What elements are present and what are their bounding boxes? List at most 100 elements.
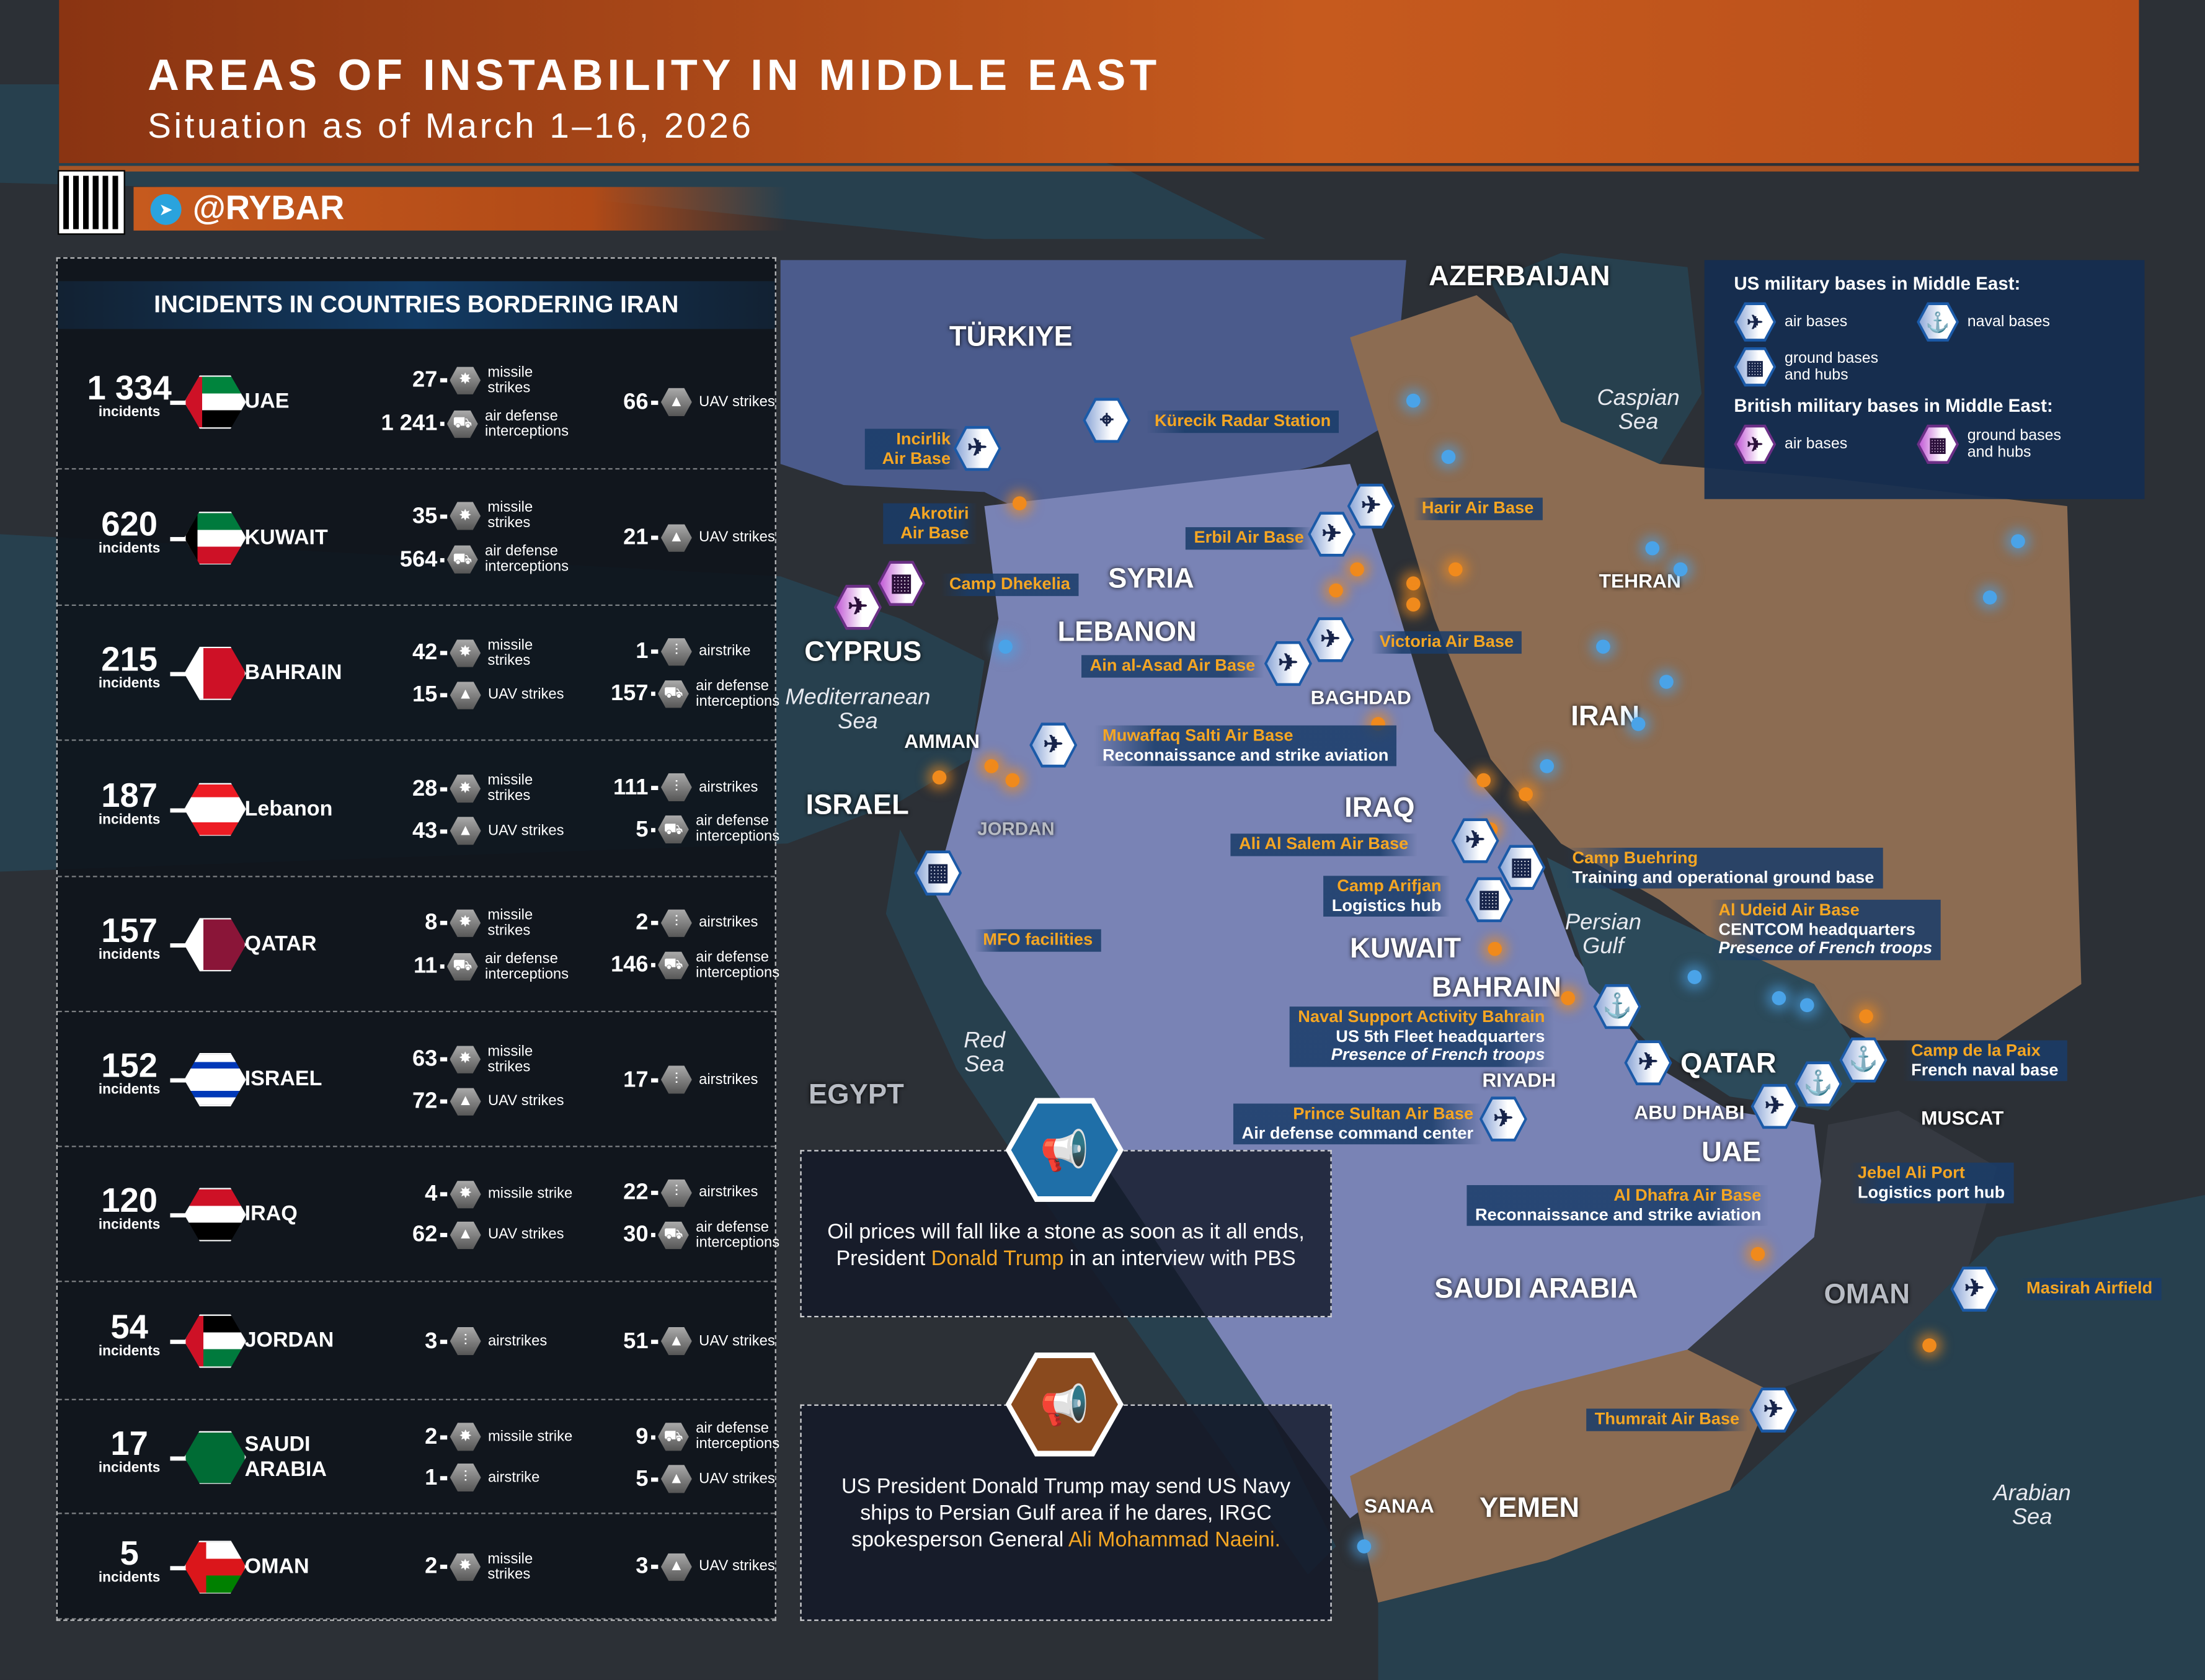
connector [170,672,187,677]
quote-highlight: Donald Trump [931,1247,1064,1271]
stat-label: UAV strikes [699,393,775,410]
stat-label: UAV strikes [487,822,564,839]
building-icon: ▦ [1734,347,1777,387]
plane-icon[interactable]: ✈ [1306,617,1354,662]
quote-text: in an interview with PBS [1063,1247,1296,1271]
connector [651,827,655,832]
missile-icon: ✸ [450,1423,481,1451]
plane-icon[interactable]: ✈ [1451,818,1499,863]
strike-marker [1448,562,1463,577]
stat-value: 1 [636,639,649,664]
strike-marker [1982,590,1997,605]
country-name: UAE [244,389,290,414]
stat-value: 2 [425,1555,438,1579]
base-name: Al Dhafra Air Base [1613,1184,1762,1205]
flag-icon [184,375,246,429]
stat-label: UAV strikes [487,1092,564,1109]
stat-label: missile strike [487,1428,573,1445]
stat-value: 27 [412,368,438,393]
stat-value: 66 [623,390,649,414]
connector [440,920,447,925]
stat-label: UAV strikes [699,1470,775,1487]
connector [440,651,447,656]
connector [440,1565,447,1569]
stat-item: 42 ✸ missile strikes [378,637,575,669]
connector [651,962,655,967]
country-name: ISRAEL [244,1067,322,1091]
incidents-label: incidents [98,1344,161,1360]
strike-marker [1659,675,1674,689]
city-label: TEHRAN [1599,569,1681,592]
stat-value: 43 [412,819,438,843]
plane-icon[interactable]: ✈ [1264,641,1312,687]
stat-value: 146 [610,953,649,977]
stat-value: 5 [636,1467,649,1491]
country-name: KUWAIT [244,525,328,549]
connector [651,1233,655,1237]
base-label: Naval Support Activity Bahrain US 5th Fle… [1289,1007,1554,1067]
stats-left: 42 ✸ missile strikes 15 ▲ UAV strikes [378,606,575,741]
strike-marker [1357,1539,1372,1553]
base-label: Akrotiri Air Base [883,503,978,544]
strike-marker [1441,450,1456,464]
stat-label: air defense interceptions [485,543,569,576]
strike-marker [1406,597,1421,612]
base-detail: Logistics port hub [1857,1181,2005,1202]
base-name: Camp Buehring [1572,847,1698,868]
stats-left: 4 ✸ missile strike 62 ▲ UAV strikes [378,1147,575,1282]
country-label: BAHRAIN [1431,972,1561,1004]
incident-count: 187 incidents [74,779,184,827]
base-label: Masirah Airfield [2018,1278,2161,1300]
incident-count: 54 incidents [74,1311,184,1360]
air-defense-icon: ⛟ [446,545,478,574]
anchor-icon[interactable]: ⚓ [1593,984,1641,1029]
incident-total: 157 [101,912,158,951]
country-row: 215 incidents BAHRAIN 42 ✸ missile strikes 15 ▲… [57,606,779,741]
connector [170,1340,187,1344]
legend-us-title: US military bases in Middle East: [1734,272,2021,294]
incidents-label: incidents [98,540,161,556]
stat-item: 17 ⫶ airstrikes [589,1065,786,1094]
incident-total: 152 [101,1047,158,1086]
stat-item: 5 ⛟ air defense interceptions [589,813,786,845]
uav-icon: ▲ [660,388,692,417]
stat-value: 3 [425,1329,438,1353]
strike-marker [1859,1009,1873,1024]
base-label: Camp Arifjan Logistics hub [1323,876,1450,917]
airstrike-icon: ⫶ [660,1065,692,1094]
incident-count: 620 incidents [74,507,184,556]
stats-right: 21 ▲ UAV strikes [589,469,786,606]
flag-icon [184,1188,246,1242]
stat-item: 72 ▲ UAV strikes [378,1087,575,1116]
connector [651,535,659,540]
anchor-icon: ⚓ [1917,302,1959,342]
base-name: Akrotiri Air Base [900,503,969,542]
strike-marker [1673,562,1688,577]
stat-value: 51 [623,1329,649,1353]
connector [170,807,187,812]
plane-icon[interactable]: ✈ [953,425,1001,471]
base-detail: Reconnaissance and strike aviation [1475,1204,1762,1224]
flag-icon [184,782,246,836]
incidents-panel: INCIDENTS IN COUNTRIES BORDERING IRAN 1 … [56,257,779,1621]
strike-marker [1631,717,1646,731]
qr-code[interactable] [57,170,125,235]
telegram-link[interactable]: ➤ @RYBAR [133,187,788,231]
air-defense-icon: ⛟ [657,1220,689,1250]
incidents-label: incidents [98,947,161,963]
plane-icon[interactable]: ✈ [833,585,882,630]
air-defense-icon: ⛟ [446,409,478,438]
stat-item: 1 ⫶ airstrike [378,1463,575,1492]
missile-icon: ✸ [450,1045,481,1073]
incident-total: 1 334 [87,370,172,408]
country-row: 120 incidents IRAQ 4 ✸ missile strike 62 ▲ UAV s… [57,1147,779,1282]
uav-icon: ▲ [450,1087,481,1116]
stat-label: airstrike [699,642,751,660]
strike-marker [1012,496,1027,510]
country-name: SAUDI ARABIA [244,1431,327,1482]
stat-label: UAV strikes [487,1225,564,1243]
base-name: MFO facilities [983,929,1093,949]
connector [440,1057,447,1062]
strike-marker [998,639,1013,654]
stat-item: 8 ✸ missile strikes [378,907,575,938]
